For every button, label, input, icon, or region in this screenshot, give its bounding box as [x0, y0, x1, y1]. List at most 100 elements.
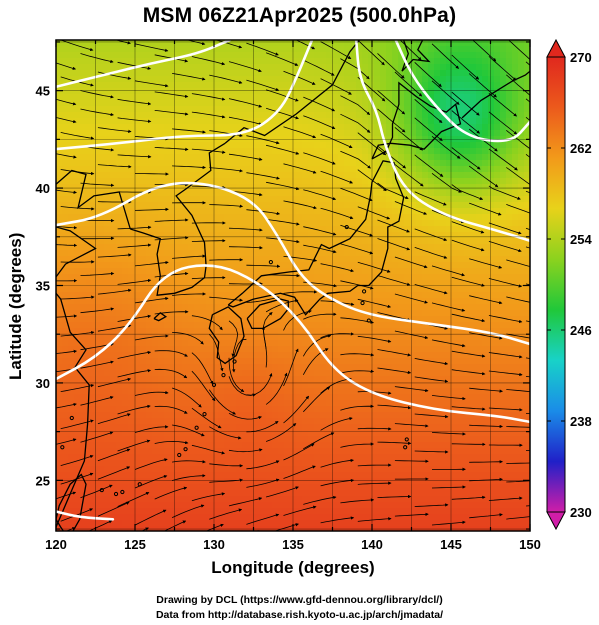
field-cell [386, 340, 393, 347]
field-cell [320, 88, 327, 95]
field-cell [452, 196, 459, 203]
field-cell [356, 94, 363, 101]
field-cell [206, 232, 213, 239]
field-cell [194, 298, 201, 305]
field-cell [446, 376, 453, 383]
field-cell [518, 310, 525, 317]
field-cell [506, 118, 513, 125]
field-cell [224, 64, 231, 71]
field-cell [488, 52, 495, 59]
field-cell [74, 142, 81, 149]
field-cell [500, 370, 507, 377]
field-cell [452, 244, 459, 251]
field-cell [500, 328, 507, 335]
field-cell [494, 70, 501, 77]
field-cell [350, 196, 357, 203]
field-cell [122, 76, 129, 83]
field-cell [56, 418, 63, 425]
field-cell [308, 292, 315, 299]
field-cell [212, 364, 219, 371]
field-cell [518, 100, 525, 107]
field-cell [434, 328, 441, 335]
field-cell [62, 280, 69, 287]
field-cell [476, 226, 483, 233]
field-cell [470, 304, 477, 311]
field-cell [488, 148, 495, 155]
field-cell [278, 352, 285, 359]
field-cell [416, 376, 423, 383]
field-cell [236, 172, 243, 179]
field-cell [242, 142, 249, 149]
field-cell [104, 394, 111, 401]
field-cell [212, 118, 219, 125]
field-cell [308, 58, 315, 65]
field-cell [356, 208, 363, 215]
field-cell [506, 310, 513, 317]
field-cell [368, 52, 375, 59]
field-cell [296, 76, 303, 83]
field-cell [446, 196, 453, 203]
field-cell [362, 394, 369, 401]
field-cell [308, 178, 315, 185]
field-cell [164, 232, 171, 239]
field-cell [152, 304, 159, 311]
field-cell [434, 274, 441, 281]
field-cell [500, 130, 507, 137]
field-cell [86, 220, 93, 227]
field-cell [104, 232, 111, 239]
field-cell [470, 154, 477, 161]
field-cell [518, 226, 525, 233]
field-cell [104, 256, 111, 263]
field-cell [62, 274, 69, 281]
field-cell [266, 148, 273, 155]
field-cell [320, 94, 327, 101]
field-cell [164, 52, 171, 59]
field-cell [368, 376, 375, 383]
field-cell [506, 184, 513, 191]
field-cell [194, 100, 201, 107]
field-cell [188, 58, 195, 65]
field-cell [140, 232, 147, 239]
field-cell [440, 232, 447, 239]
field-cell [410, 364, 417, 371]
field-cell [134, 46, 141, 53]
field-cell [272, 160, 279, 167]
field-cell [116, 340, 123, 347]
field-cell [182, 166, 189, 173]
field-cell [230, 256, 237, 263]
field-cell [422, 208, 429, 215]
field-cell [518, 184, 525, 191]
field-cell [308, 220, 315, 227]
field-cell [392, 148, 399, 155]
field-cell [368, 340, 375, 347]
field-cell [494, 94, 501, 101]
field-cell [170, 394, 177, 401]
field-cell [524, 208, 530, 215]
field-cell [128, 220, 135, 227]
field-cell [374, 184, 381, 191]
field-cell [398, 382, 405, 389]
field-cell [446, 64, 453, 71]
field-cell [176, 388, 183, 395]
field-cell [446, 412, 453, 419]
field-cell [140, 286, 147, 293]
field-cell [170, 94, 177, 101]
field-cell [428, 190, 435, 197]
field-cell [452, 406, 459, 413]
field-cell [224, 154, 231, 161]
field-cell [524, 262, 530, 269]
field-cell [206, 202, 213, 209]
field-cell [380, 244, 387, 251]
field-cell [464, 358, 471, 365]
field-cell [188, 268, 195, 275]
field-cell [326, 124, 333, 131]
field-cell [374, 124, 381, 131]
field-cell [332, 262, 339, 269]
field-cell [56, 148, 63, 155]
field-cell [284, 400, 291, 407]
field-cell [362, 64, 369, 71]
field-cell [452, 130, 459, 137]
field-cell [116, 388, 123, 395]
field-cell [278, 400, 285, 407]
field-cell [494, 364, 501, 371]
